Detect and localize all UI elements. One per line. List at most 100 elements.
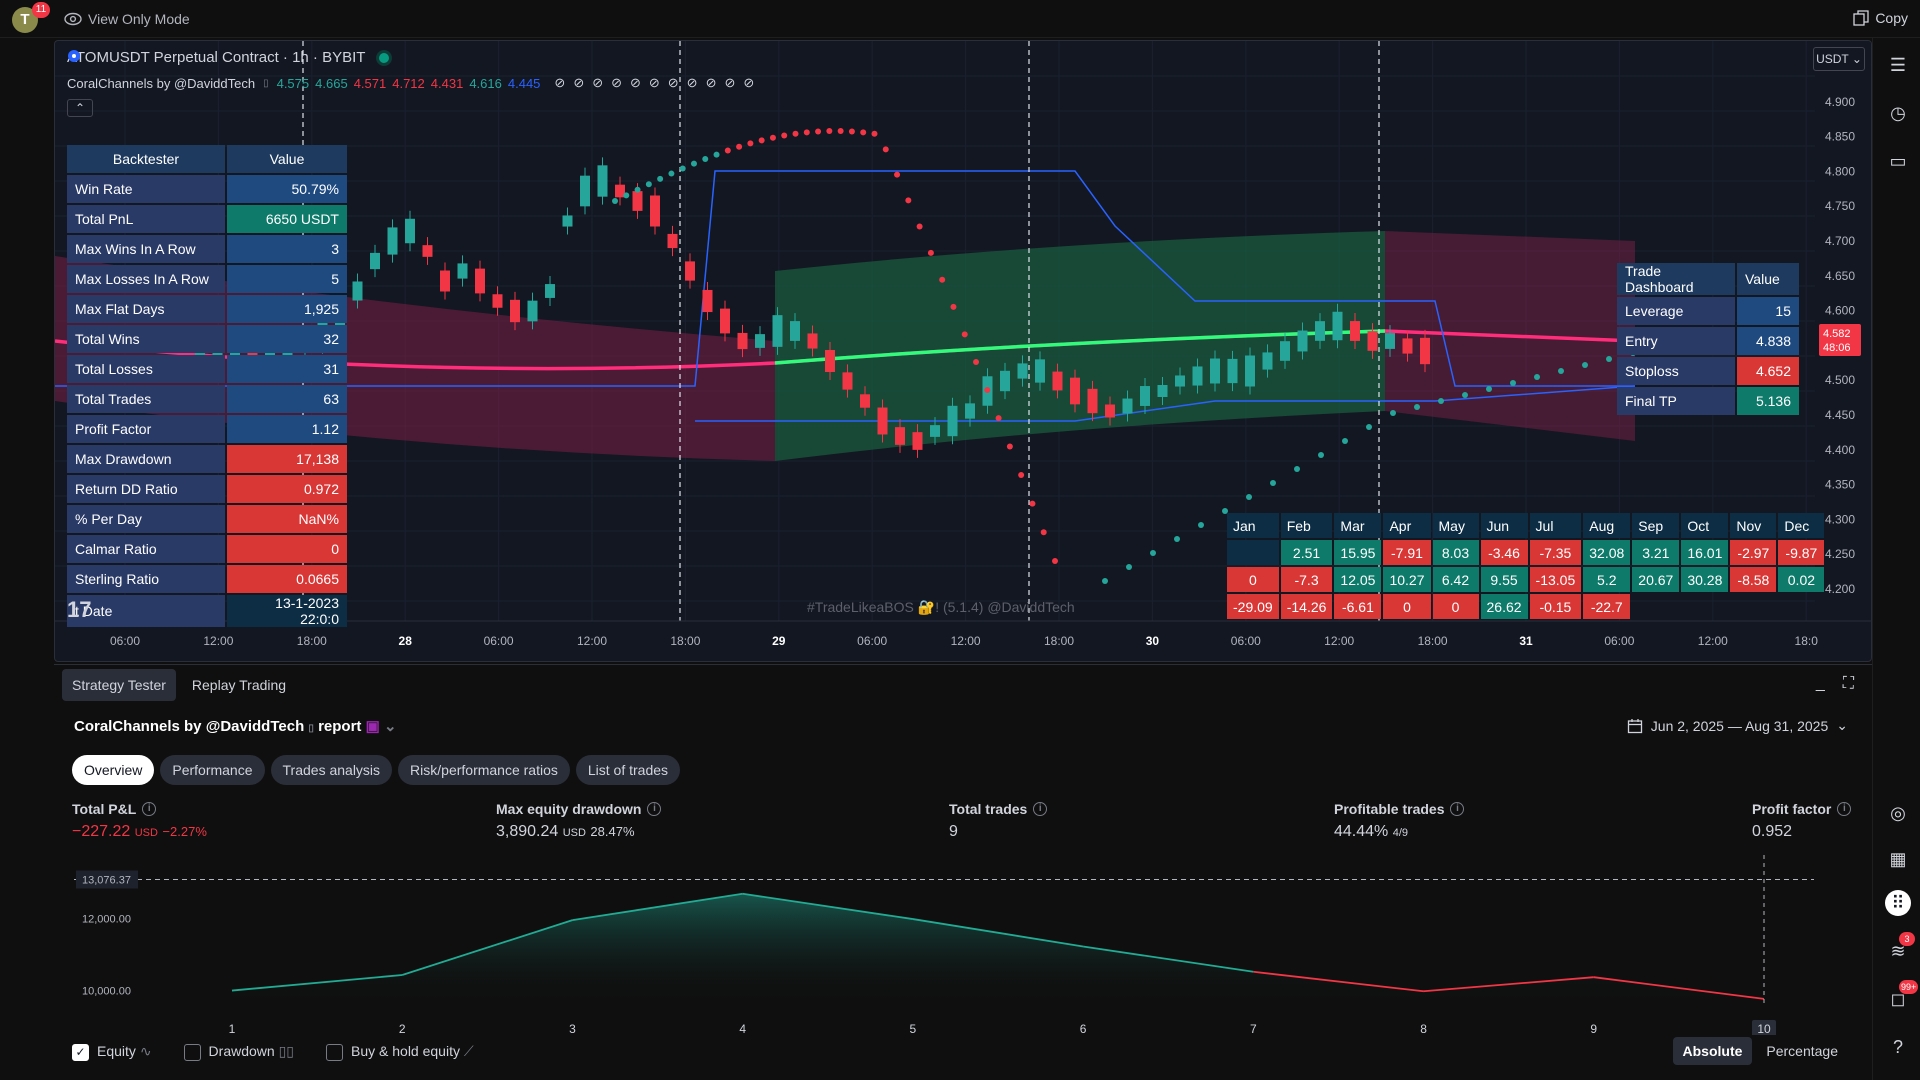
sar-dot xyxy=(995,415,1002,422)
sar-dot xyxy=(679,165,686,172)
row-label: Leverage xyxy=(1617,297,1735,325)
month-return-cell: 10.27 xyxy=(1383,567,1431,592)
right-sidebar: ☰ ◷ ▭ ◎ ▦ ⠿ ≋ 3 ◻ 99+ ? xyxy=(1872,38,1920,1080)
sar-dot xyxy=(950,303,957,310)
panel-controls: _ ⛶ xyxy=(1816,675,1854,693)
sar-dot xyxy=(1390,410,1396,416)
collapse-legend-button[interactable]: ⌃ xyxy=(67,99,93,117)
chat-icon[interactable]: ▭ xyxy=(1889,151,1907,171)
table-row: % Per Day NaN% xyxy=(67,505,347,533)
month-return-cell: 0.02 xyxy=(1778,567,1825,592)
indicator-name[interactable]: CoralChannels by @DaviddTech xyxy=(67,75,256,91)
row-value: 50.79% xyxy=(227,175,347,203)
checkbox-equity[interactable]: ✓ xyxy=(72,1043,89,1061)
legend-label: Equity xyxy=(97,1043,136,1059)
sar-dot xyxy=(792,130,799,137)
candle-body xyxy=(1017,363,1028,379)
subtab-trades-analysis[interactable]: Trades analysis xyxy=(270,755,393,785)
copy-icon xyxy=(1853,10,1869,26)
checkbox-buy-hold[interactable] xyxy=(326,1043,343,1061)
info-icon[interactable]: i xyxy=(647,802,662,816)
candle-body xyxy=(877,407,888,435)
table-row: Final TP 5.136 xyxy=(1617,387,1799,415)
equity-area xyxy=(232,893,1764,1005)
row-label: Total Losses xyxy=(67,355,225,383)
legend-equity[interactable]: ✓ Equity ∿ xyxy=(72,1043,152,1061)
table-row: Total PnL 6650 USDT xyxy=(67,205,347,233)
calendar-icon[interactable]: ▦ xyxy=(1889,849,1907,869)
candle-body xyxy=(720,308,730,334)
target-icon[interactable]: ◎ xyxy=(1890,803,1906,823)
metric-extra: 4/9 xyxy=(1392,827,1409,839)
backtester-table: Backtester Value Win Rate 50.79% Total PnL 66… xyxy=(65,143,349,629)
apps-grid-icon[interactable]: ⠿ xyxy=(1885,890,1911,916)
sar-dot xyxy=(973,359,980,366)
subtab-risk-performance-ratios[interactable]: Risk/performance ratios xyxy=(398,755,570,785)
price-chart[interactable]: 4.9504.9004.8504.8004.7504.7004.6504.600… xyxy=(54,40,1872,662)
feed-icon[interactable]: ≋ 3 xyxy=(1885,932,1915,964)
candle-body xyxy=(422,245,433,257)
alerts-clock-icon[interactable]: ◷ xyxy=(1890,103,1906,123)
sar-dot xyxy=(1052,558,1058,564)
equity-chart[interactable]: 13,076.37 12,000.00 10,000.00 1 2 3 4 5 6 7 8 9 10 xyxy=(54,855,1872,1035)
candle-body xyxy=(580,175,590,207)
row-value: 63 xyxy=(227,385,347,413)
tab-strategy-tester[interactable]: Strategy Tester xyxy=(62,669,176,701)
subtab-overview[interactable]: Overview xyxy=(72,755,155,785)
info-icon[interactable]: i xyxy=(1450,802,1465,816)
candle-body xyxy=(1262,352,1273,370)
mode-absolute[interactable]: Absolute xyxy=(1672,1037,1753,1065)
month-return-cell: 3.21 xyxy=(1632,540,1680,565)
table-row: 0 -7.3 12.05 10.27 6.42 9.55 -13.05 5.2 20.67 30.… xyxy=(1227,567,1825,592)
metric-label: Max equity drawdown xyxy=(496,801,642,817)
date-range-selector[interactable]: Jun 2, 2025 — Aug 31, 2025 ⌄ xyxy=(1627,717,1848,734)
subtab-performance[interactable]: Performance xyxy=(160,755,265,785)
minimize-icon[interactable]: _ xyxy=(1815,675,1825,692)
help-icon[interactable]: ? xyxy=(1892,1037,1903,1057)
info-icon[interactable]: i xyxy=(1837,802,1852,816)
candle-body xyxy=(562,215,573,227)
watchlist-icon[interactable]: ☰ xyxy=(1889,55,1907,75)
avatar-notification-badge: 11 xyxy=(32,2,50,18)
info-icon[interactable]: i xyxy=(1033,802,1048,816)
tradingview-logo-icon[interactable]: 17 xyxy=(67,597,92,622)
equity-x-tick-label: 7 xyxy=(1250,1022,1257,1035)
price-tick-label: 4.400 xyxy=(1825,443,1855,457)
price-tick-label: 4.850 xyxy=(1825,130,1855,144)
info-icon[interactable]: i xyxy=(142,802,157,816)
notifications-icon[interactable]: ◻ 99+ xyxy=(1890,980,1919,1009)
candle-body xyxy=(947,405,958,437)
row-label: Total PnL xyxy=(67,205,225,233)
month-return-cell: 26.62 xyxy=(1480,594,1528,619)
checkbox-drawdown[interactable] xyxy=(183,1043,201,1061)
legend-buy-hold[interactable]: Buy & hold equity ⟋ xyxy=(326,1043,474,1061)
strategy-tester-panel: Strategy Tester Replay Trading _ ⛶ Coral… xyxy=(54,664,1872,1080)
tab-replay-trading[interactable]: Replay Trading xyxy=(191,677,287,693)
report-title[interactable]: CoralChannels by @DaviddTech ▯ report ▣ … xyxy=(74,717,397,735)
equity-segment xyxy=(231,974,403,992)
month-return-cell: 20.67 xyxy=(1632,567,1680,592)
indicator-legend[interactable]: CoralChannels by @DaviddTech ▯ 4.575 4.66… xyxy=(67,75,762,91)
indicator-value: 4.575 xyxy=(276,75,310,91)
month-header: May xyxy=(1432,513,1479,538)
table-header-cell: Trade Dashboard xyxy=(1617,263,1735,295)
report-strategy-name: CoralChannels by @DaviddTech xyxy=(74,718,305,735)
symbol-title[interactable]: ATOMUSDT Perpetual Contract · 1h · BYBIT xyxy=(67,49,366,66)
maximize-icon[interactable]: ⛶ xyxy=(1842,675,1854,692)
sar-dot xyxy=(894,171,901,178)
mode-percentage[interactable]: Percentage xyxy=(1766,1043,1838,1059)
time-tick-label: 06:00 xyxy=(1604,634,1634,648)
table-header-cell: Value xyxy=(227,145,347,173)
view-only-mode-indicator[interactable]: View Only Mode xyxy=(64,11,190,27)
subtab-list-of-trades[interactable]: List of trades xyxy=(575,755,681,785)
month-return-cell: 2.51 xyxy=(1280,540,1333,565)
row-label: Sterling Ratio xyxy=(67,565,225,593)
month-return-cell: 32.08 xyxy=(1583,540,1631,565)
sar-dot xyxy=(1102,578,1108,584)
month-header: Apr xyxy=(1383,513,1431,538)
month-return-cell: 30.28 xyxy=(1681,567,1729,592)
currency-select[interactable]: USDT ⌄ xyxy=(1813,47,1865,71)
row-value: 5.136 xyxy=(1737,387,1799,415)
legend-drawdown[interactable]: Drawdown ▯▯ xyxy=(183,1043,294,1061)
copy-button[interactable]: Copy xyxy=(1853,10,1908,26)
